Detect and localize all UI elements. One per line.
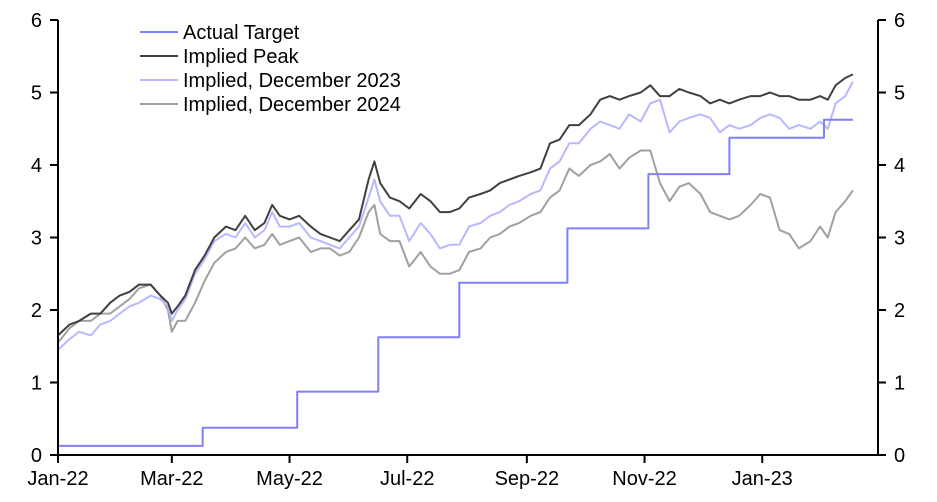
series-line-actual-target (58, 118, 853, 447)
legend-label: Implied Peak (183, 46, 300, 68)
axis-layer: 0 0 1 1 2 2 3 3 4 4 5 5 6 6 Jan-22 Mar-22 May-22 Jul-22 Se… (27, 10, 905, 490)
left-y-tick-label: 3 (31, 228, 42, 250)
series-line-implied-peak (57, 73, 854, 337)
left-y-tick-label: 1 (31, 373, 42, 395)
series-layer (57, 73, 854, 447)
x-tick-label: Nov-22 (612, 468, 676, 490)
left-y-tick-label: 2 (31, 300, 42, 322)
legend-label: Actual Target (183, 22, 300, 44)
x-tick-label: Jul-22 (380, 468, 434, 490)
x-tick-label: Sep-22 (495, 468, 560, 490)
right-y-tick-label: 3 (894, 228, 905, 250)
left-y-tick-label: 6 (31, 10, 42, 32)
series-line-implied-december-2024 (57, 149, 854, 344)
left-y-tick-label: 5 (31, 83, 42, 105)
right-y-tick-label: 4 (894, 155, 905, 177)
left-y-tick-label: 4 (31, 155, 42, 177)
left-y-tick-label: 0 (31, 445, 42, 467)
x-tick-label: May-22 (256, 468, 323, 490)
right-y-tick-label: 6 (894, 10, 905, 32)
right-y-tick-label: 5 (894, 83, 905, 105)
x-tick-label: Mar-22 (140, 468, 203, 490)
right-y-tick-label: 2 (894, 300, 905, 322)
right-y-tick-label: 1 (894, 373, 905, 395)
x-tick-label: Jan-22 (27, 468, 88, 490)
right-y-tick-label: 0 (894, 445, 905, 467)
series-line-implied-december-2023 (57, 81, 854, 351)
legend-label: Implied, December 2024 (183, 94, 401, 116)
legend-label: Implied, December 2023 (183, 70, 401, 92)
x-tick-label: Jan-23 (732, 468, 793, 490)
